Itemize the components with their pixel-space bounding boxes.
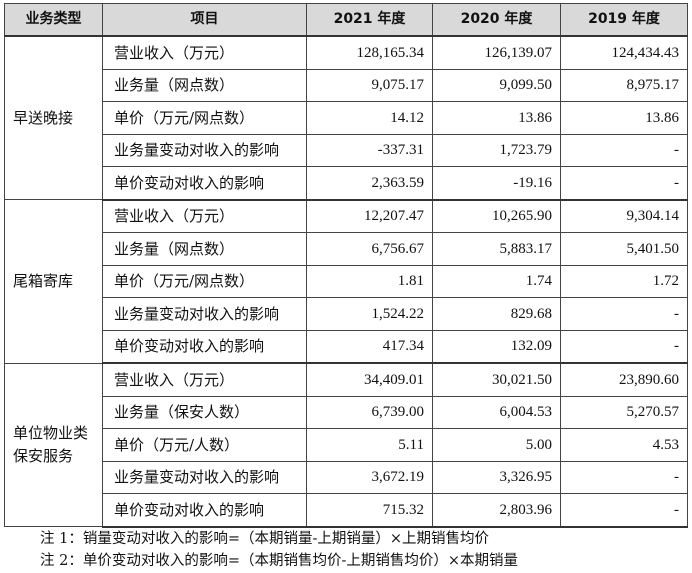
value-2019-cell: - xyxy=(560,329,688,364)
value-2021-cell: 6,739.00 xyxy=(306,395,433,429)
business-type-cell: 单位物业类保安服务 xyxy=(4,362,103,527)
value-2021-cell: 14.12 xyxy=(306,101,433,135)
header-business-type: 业务类型 xyxy=(4,3,103,37)
item-cell: 单价变动对收入的影响 xyxy=(102,493,307,528)
item-cell: 营业收入（万元） xyxy=(102,199,307,233)
footnote-2: 注 2：单价变动对收入的影响=（本期销售均价-上期销售均价）×本期销量 xyxy=(40,553,519,569)
item-cell: 业务量变动对收入的影响 xyxy=(102,133,307,167)
value-2020-cell: -19.16 xyxy=(432,166,561,201)
value-2021-cell: 9,075.17 xyxy=(306,68,433,102)
table-row: 尾箱寄库 营业收入（万元） 12,207.47 10,265.90 9,304.14 xyxy=(4,199,688,364)
revenue-analysis-table: 业务类型 项目 2021 年度 2020 年度 2019 年度 早送晚接 营业收入… xyxy=(4,3,688,528)
value-2021-cell: 34,409.01 xyxy=(306,362,433,397)
value-2020-cell: 5.00 xyxy=(432,428,561,462)
value-2019-cell: - xyxy=(560,133,688,167)
table-row: 单价（万元/网点数） 14.12 13.86 13.86 xyxy=(5,101,688,135)
footnotes: 注 1：销量变动对收入的影响=（本期销量-上期销量）×上期销售均价 注 2：单价… xyxy=(40,528,518,572)
item-cell: 业务量（网点数） xyxy=(102,68,307,102)
item-cell: 营业收入（万元） xyxy=(102,362,307,397)
value-2020-cell: 1,723.79 xyxy=(432,133,561,167)
value-2020-cell: 1.74 xyxy=(432,264,561,298)
item-cell: 业务量变动对收入的影响 xyxy=(102,297,307,331)
value-2021-cell: 2,363.59 xyxy=(306,166,433,201)
item-cell: 单价（万元/网点数） xyxy=(102,264,307,298)
table-row: 单价（万元/网点数） 1.81 1.74 1.72 xyxy=(5,264,688,298)
value-2021-cell: 3,672.19 xyxy=(306,460,433,494)
value-2019-cell: 9,304.14 xyxy=(560,199,688,233)
value-2019-cell: - xyxy=(560,166,688,201)
business-type-cell: 尾箱寄库 xyxy=(4,199,103,364)
table-row: 业务量（保安人数） 6,739.00 6,004.53 5,270.57 xyxy=(5,395,688,429)
table-row: 业务量（网点数） 9,075.17 9,099.50 8,975.17 xyxy=(5,68,688,102)
value-2020-cell: 126,139.07 xyxy=(432,35,561,70)
table-row: 业务量变动对收入的影响 -337.31 1,723.79- xyxy=(5,133,688,167)
table-row: 单价变动对收入的影响 715.32 2,803.96- xyxy=(5,493,688,528)
table-row: 业务量变动对收入的影响 1,524.22 829.68- xyxy=(5,297,688,331)
value-2020-cell: 30,021.50 xyxy=(432,362,561,397)
value-2019-cell: 1.72 xyxy=(560,264,688,298)
value-2021-cell: 715.32 xyxy=(306,493,433,528)
value-2019-cell: - xyxy=(560,297,688,331)
item-cell: 业务量变动对收入的影响 xyxy=(102,460,307,494)
footnote-1: 注 1：销量变动对收入的影响=（本期销量-上期销量）×上期销售均价 xyxy=(40,531,490,547)
value-2021-cell: 128,165.34 xyxy=(306,35,433,70)
table-row: 单价变动对收入的影响 417.34 132.09- xyxy=(5,329,688,364)
value-2019-cell: 8,975.17 xyxy=(560,68,688,102)
value-2019-cell: - xyxy=(560,460,688,494)
item-cell: 单价变动对收入的影响 xyxy=(102,329,307,364)
item-cell: 营业收入（万元） xyxy=(102,35,307,70)
header-item: 项目 xyxy=(102,3,307,37)
header-2019: 2019 年度 xyxy=(560,3,688,37)
value-2019-cell: 5,270.57 xyxy=(560,395,688,429)
value-2019-cell: 4.53 xyxy=(560,428,688,462)
value-2020-cell: 132.09 xyxy=(432,329,561,364)
item-cell: 单价（万元/网点数） xyxy=(102,101,307,135)
value-2019-cell: 23,890.60 xyxy=(560,362,688,397)
item-cell: 单价（万元/人数） xyxy=(102,428,307,462)
value-2021-cell: 5.11 xyxy=(306,428,433,462)
item-cell: 业务量（保安人数） xyxy=(102,395,307,429)
table-body: 早送晚接 营业收入（万元） 128,165.34 126,139.07 124,434.… xyxy=(4,35,688,528)
table-row: 单价（万元/人数） 5.11 5.00 4.53 xyxy=(5,428,688,462)
table-row: 单价变动对收入的影响 2,363.59 -19.16- xyxy=(5,166,688,201)
table-row: 单位物业类保安服务 营业收入（万元） 34,409.01 30,021.50 23,89… xyxy=(4,362,688,527)
header-2020: 2020 年度 xyxy=(432,3,561,37)
value-2020-cell: 10,265.90 xyxy=(432,199,561,233)
header-2021: 2021 年度 xyxy=(306,3,433,37)
table-row: 业务量变动对收入的影响 3,672.19 3,326.95- xyxy=(5,460,688,494)
value-2021-cell: 12,207.47 xyxy=(306,199,433,233)
value-2020-cell: 13.86 xyxy=(432,101,561,135)
value-2019-cell: - xyxy=(560,493,688,528)
table-row: 早送晚接 营业收入（万元） 128,165.34 126,139.07 124,434.… xyxy=(4,35,688,200)
value-2020-cell: 9,099.50 xyxy=(432,68,561,102)
value-2020-cell: 829.68 xyxy=(432,297,561,331)
value-2019-cell: 124,434.43 xyxy=(560,35,688,70)
item-cell: 业务量（网点数） xyxy=(102,232,307,266)
table-header-row: 业务类型 项目 2021 年度 2020 年度 2019 年度 xyxy=(4,3,688,37)
table-row: 业务量（网点数） 6,756.67 5,883.17 5,401.50 xyxy=(5,232,688,266)
value-2020-cell: 3,326.95 xyxy=(432,460,561,494)
value-2019-cell: 5,401.50 xyxy=(560,232,688,266)
value-2021-cell: -337.31 xyxy=(306,133,433,167)
value-2019-cell: 13.86 xyxy=(560,101,688,135)
value-2020-cell: 2,803.96 xyxy=(432,493,561,528)
item-cell: 单价变动对收入的影响 xyxy=(102,166,307,201)
value-2021-cell: 6,756.67 xyxy=(306,232,433,266)
value-2021-cell: 1,524.22 xyxy=(306,297,433,331)
value-2021-cell: 1.81 xyxy=(306,264,433,298)
value-2021-cell: 417.34 xyxy=(306,329,433,364)
value-2020-cell: 5,883.17 xyxy=(432,232,561,266)
value-2020-cell: 6,004.53 xyxy=(432,395,561,429)
business-type-cell: 早送晚接 xyxy=(4,35,103,200)
